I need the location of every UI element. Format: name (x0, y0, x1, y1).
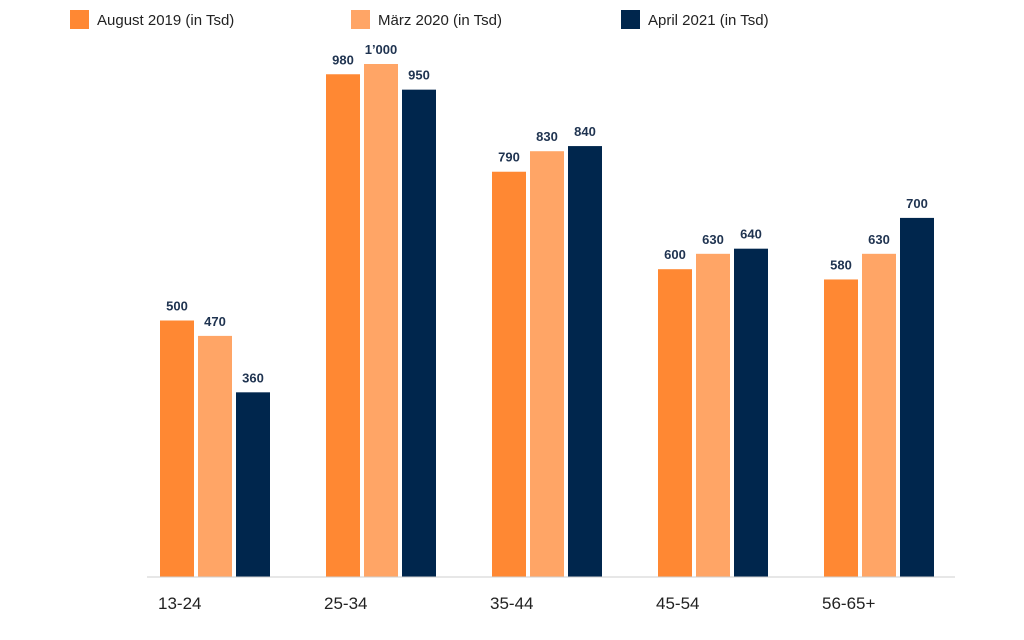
bar-25-34-series-3 (402, 89, 436, 578)
legend: August 2019 (in Tsd) März 2020 (in Tsd) Ap… (70, 10, 769, 29)
legend-label-1: August 2019 (in Tsd) (97, 12, 234, 29)
bar-13-24-series-2 (198, 335, 232, 577)
value-label-45-54-series-2: 630 (702, 232, 724, 247)
bar-45-54-series-3 (734, 248, 768, 577)
bar-56-65+-series-1 (824, 279, 858, 577)
value-label-13-24-series-1: 500 (166, 299, 188, 314)
legend-label-3: April 2021 (in Tsd) (648, 12, 769, 29)
legend-label-2: März 2020 (in Tsd) (378, 12, 502, 29)
bar-25-34-series-2 (364, 64, 398, 577)
bar-45-54-series-1 (658, 269, 692, 577)
value-label-13-24-series-3: 360 (242, 370, 264, 385)
bar-56-65+-series-2 (862, 253, 896, 577)
bar-35-44-series-2 (530, 151, 564, 577)
legend-swatch-1 (70, 10, 89, 29)
x-tick-label-56-65+: 56-65+ (822, 594, 875, 613)
x-tick-label-35-44: 35-44 (490, 594, 533, 613)
value-label-56-65+-series-3: 700 (906, 196, 928, 211)
bars (160, 64, 934, 578)
value-label-35-44-series-1: 790 (498, 150, 520, 165)
bar-13-24-series-1 (160, 320, 194, 577)
value-label-25-34-series-1: 980 (332, 52, 354, 67)
value-label-25-34-series-3: 950 (408, 68, 430, 83)
value-label-25-34-series-2: 1’000 (365, 42, 398, 57)
value-labels: 500 470 360 980 1’000 950 790 830 840 600 630 640 58… (166, 42, 928, 385)
bar-25-34-series-1 (326, 74, 360, 577)
bar-35-44-series-1 (492, 171, 526, 578)
x-tick-label-13-24: 13-24 (158, 594, 201, 613)
x-tick-label-45-54: 45-54 (656, 594, 699, 613)
value-label-45-54-series-1: 600 (664, 247, 686, 262)
value-label-35-44-series-3: 840 (574, 124, 596, 139)
bar-13-24-series-3 (236, 392, 270, 577)
legend-swatch-2 (351, 10, 370, 29)
value-label-35-44-series-2: 830 (536, 129, 558, 144)
x-tick-labels: 13-24 25-34 35-44 45-54 56-65+ (158, 594, 875, 613)
bar-45-54-series-2 (696, 253, 730, 577)
bar-56-65+-series-3 (900, 217, 934, 577)
value-label-45-54-series-3: 640 (740, 227, 762, 242)
value-label-13-24-series-2: 470 (204, 314, 226, 329)
value-label-56-65+-series-2: 630 (868, 232, 890, 247)
value-label-56-65+-series-1: 580 (830, 257, 852, 272)
bar-35-44-series-3 (568, 146, 602, 577)
x-tick-label-25-34: 25-34 (324, 594, 367, 613)
legend-swatch-3 (621, 10, 640, 29)
